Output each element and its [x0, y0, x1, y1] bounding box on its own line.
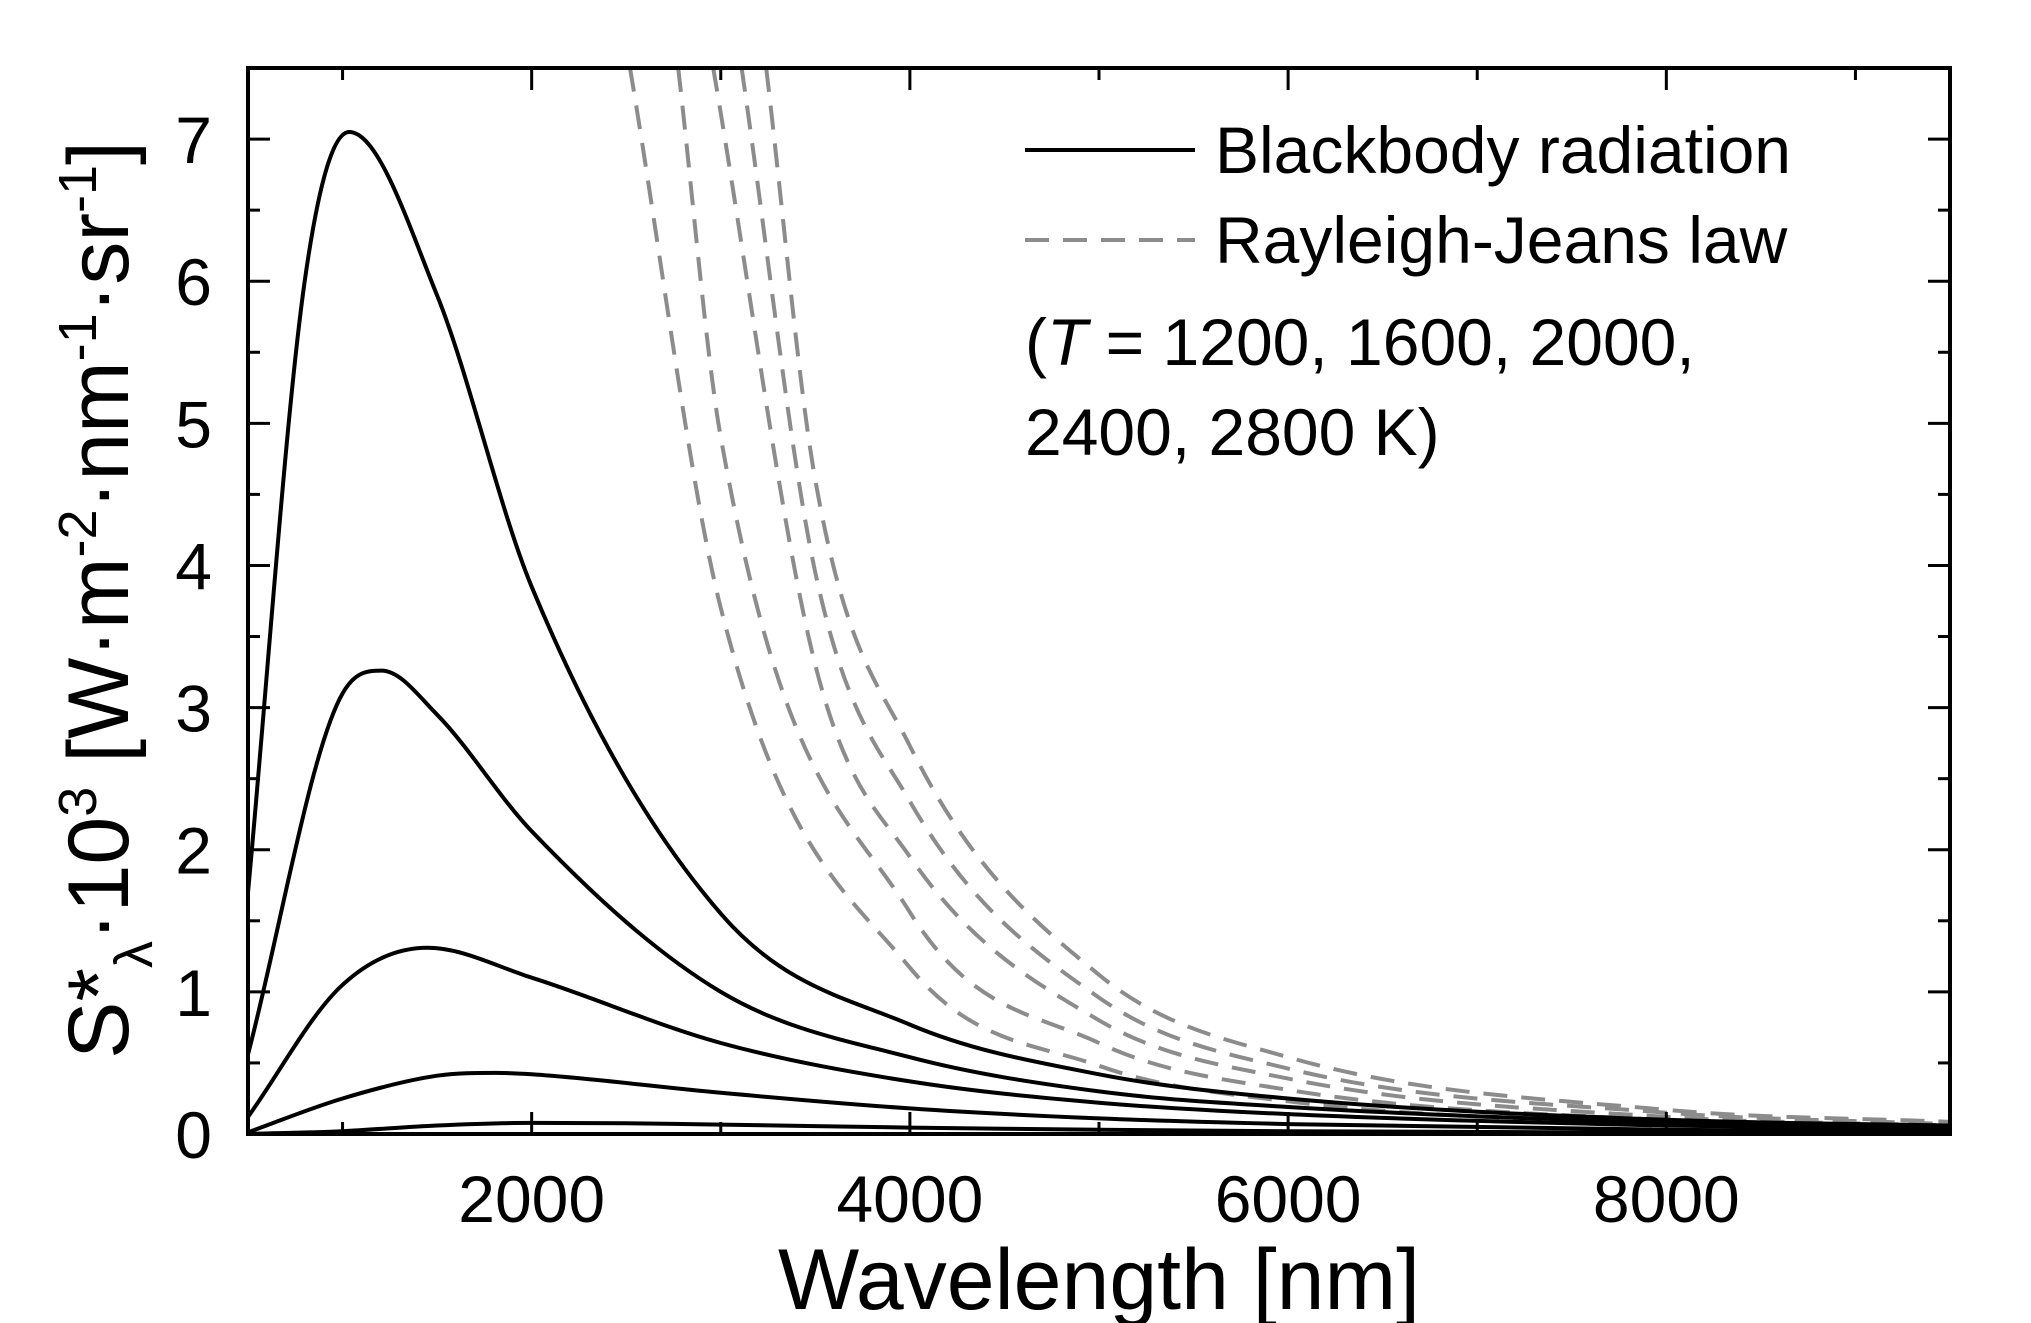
note-open-paren: (	[1025, 305, 1047, 379]
y-tick-label: 2	[175, 814, 212, 888]
y-tick-label: 1	[175, 956, 212, 1030]
y-title-sup2: -2	[48, 509, 108, 557]
legend-note-line2: 2400, 2800 K)	[1025, 395, 1440, 469]
y-tick-label: 7	[175, 103, 212, 177]
y-title-mid4: ·sr	[51, 213, 147, 313]
y-title-mid1: ·10	[51, 817, 147, 941]
y-axis-title: S*λ·103 [W·m-2·nm-1·sr-1]	[48, 141, 164, 1059]
blackbody-curve-2800	[248, 129, 1950, 1128]
legend: Blackbody radiation Rayleigh-Jeans law (…	[1025, 113, 1791, 469]
y-title-sup1: 3	[48, 787, 108, 817]
y-title-mid3: ·nm	[51, 361, 147, 509]
blackbody-curves	[248, 129, 1950, 1134]
blackbody-curve-2000	[248, 945, 1950, 1131]
y-tick-label: 5	[175, 387, 212, 461]
y-tick-label: 3	[175, 672, 212, 746]
y-title-sub: λ	[104, 941, 164, 968]
x-tick-label: 2000	[458, 1162, 605, 1236]
y-title-mid2: [W·m	[51, 557, 147, 786]
legend-label-rayleigh-jeans: Rayleigh-Jeans law	[1215, 203, 1788, 277]
y-title-sup3: -1	[48, 313, 108, 361]
x-tick-label: 4000	[836, 1162, 983, 1236]
y-title-sup4: -1	[48, 165, 108, 213]
y-tick-label: 6	[175, 245, 212, 319]
x-tick-label: 6000	[1215, 1162, 1362, 1236]
y-tick-label: 4	[175, 529, 212, 603]
y-title-base: S*	[51, 968, 147, 1059]
y-tick-label: 0	[175, 1098, 212, 1172]
blackbody-curve-1600	[248, 1070, 1950, 1134]
rayleigh-jeans-curve-1200	[628, 68, 1950, 1131]
rayleigh-jeans-curve-2000	[711, 68, 1950, 1128]
legend-note-line1: (T = 1200, 1600, 2000,	[1025, 305, 1695, 379]
y-title-end: ]	[51, 141, 147, 165]
x-tick-label: 8000	[1593, 1162, 1740, 1236]
x-axis-title: Wavelength [nm]	[778, 1232, 1420, 1323]
note-temps-first: = 1200, 1600, 2000,	[1087, 305, 1694, 379]
x-axis-tick-labels: 2000 4000 6000 8000	[458, 1162, 1739, 1236]
y-axis-ticks	[248, 137, 1950, 1065]
legend-label-blackbody: Blackbody radiation	[1215, 113, 1791, 187]
y-axis-tick-labels: 0 1 2 3 4 5 6 7	[175, 103, 212, 1172]
blackbody-curve-2400	[248, 668, 1950, 1130]
note-temp-var: T	[1047, 305, 1092, 379]
rayleigh-jeans-curve-2800	[764, 68, 1950, 1124]
x-axis-ticks	[341, 68, 1857, 1134]
